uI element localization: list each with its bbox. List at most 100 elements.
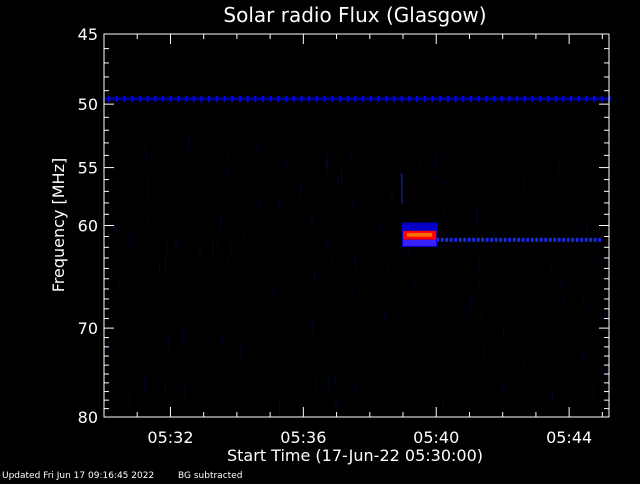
- background-noise-streak: [562, 297, 564, 308]
- background-noise-streak: [312, 319, 314, 333]
- background-noise-streak: [604, 313, 606, 321]
- interference-line-dot: [408, 95, 411, 102]
- interference-line-dot: [308, 95, 311, 102]
- background-noise-streak: [220, 214, 222, 230]
- burst-tail-dot: [517, 237, 521, 242]
- interference-line-dot: [554, 95, 557, 102]
- background-noise-streak: [144, 386, 146, 395]
- burst-tail-dot: [584, 237, 588, 242]
- burst-tail-dot: [463, 237, 467, 242]
- background-noise-streak: [391, 383, 393, 388]
- burst-tail-dot: [490, 237, 494, 242]
- burst-tail-dot: [472, 237, 476, 242]
- background-noise-streak: [222, 317, 224, 324]
- interference-line-dot: [416, 95, 418, 102]
- interference-line-dot: [300, 95, 303, 102]
- interference-line-dot: [585, 95, 588, 102]
- interference-line-dot: [108, 95, 110, 102]
- interference-line-dot: [577, 95, 580, 102]
- interference-line-dot: [262, 95, 264, 102]
- background-noise-streak: [593, 387, 594, 403]
- burst-tail-dot: [476, 237, 480, 242]
- interference-line-dot: [185, 95, 187, 102]
- interference-line-dot: [392, 95, 395, 102]
- background-noise-streak: [223, 336, 225, 343]
- x-axis-label: Start Time (17-Jun-22 05:30:00): [227, 446, 483, 465]
- burst-tail-dot: [557, 237, 561, 242]
- interference-line-dot: [346, 95, 349, 102]
- interference-line-dot: [362, 95, 365, 102]
- burst-tail-dot: [454, 237, 458, 242]
- background-noise-streak: [278, 197, 280, 212]
- x-tick-label: 05:36: [280, 428, 326, 447]
- interference-line-dot: [154, 95, 157, 102]
- x-tick-label: 05:44: [546, 428, 592, 447]
- x-tick-label: 05:32: [147, 428, 193, 447]
- background-noise-streak: [165, 255, 166, 273]
- background-noise-streak: [352, 196, 354, 210]
- background-noise-streak: [483, 347, 485, 359]
- background-noise-streak: [184, 385, 186, 398]
- interference-line-dot: [593, 95, 596, 102]
- background-noise-streak: [340, 168, 342, 184]
- burst-tail-dot: [553, 237, 557, 242]
- interference-line-dot: [115, 95, 118, 102]
- background-noise-streak: [437, 268, 439, 274]
- background-noise-streak: [588, 274, 590, 279]
- background-noise-streak: [313, 269, 315, 284]
- background-noise-streak: [387, 267, 388, 274]
- plot-area: [104, 34, 611, 417]
- background-noise-streak: [147, 191, 149, 198]
- background-noise-streak: [469, 294, 471, 313]
- background-noise-streak: [477, 226, 479, 244]
- background-noise-streak: [116, 222, 118, 232]
- background-noise-streak: [501, 383, 503, 396]
- interference-line-dot: [161, 95, 164, 102]
- background-noise-streak: [173, 178, 174, 183]
- burst-tail-dot: [503, 237, 507, 242]
- interference-line-dot: [600, 95, 603, 102]
- interference-line-dot: [454, 95, 457, 102]
- background-noise-streak: [384, 312, 386, 322]
- background-noise-streak: [370, 220, 372, 225]
- background-noise-streak: [331, 253, 333, 262]
- background-noise-streak: [328, 374, 330, 389]
- background-noise-streak: [466, 308, 468, 317]
- y-tick-label: 80: [78, 408, 98, 427]
- background-noise-streak: [503, 327, 504, 336]
- background-noise-streak: [442, 396, 444, 413]
- interference-line-dot: [292, 95, 295, 102]
- background-noise-streak: [227, 147, 229, 157]
- burst-tail-dot: [530, 237, 534, 242]
- background-noise-streak: [182, 327, 183, 341]
- background-noise-streak: [380, 224, 382, 231]
- axes: 05:32 05:36 05:40 05:44 45 50 55 60 70 80: [78, 25, 610, 447]
- burst-tail-dot: [521, 237, 525, 242]
- background-noise-streak: [561, 278, 563, 289]
- interference-line-dot: [123, 95, 126, 102]
- background-noise-streak: [399, 170, 401, 184]
- background-noise-streak: [354, 253, 356, 270]
- burst-tail-dot: [512, 237, 516, 242]
- y-tick-label: 50: [78, 95, 98, 114]
- background-noise-streak: [104, 267, 106, 278]
- background-noise-streak: [230, 243, 232, 255]
- background-noise-streak: [130, 234, 132, 246]
- interference-line-dot: [431, 95, 434, 102]
- background-noise-streak: [556, 206, 558, 211]
- background-note: BG subtracted: [178, 471, 242, 480]
- burst-tail-dot: [539, 237, 543, 242]
- background-noise-streak: [550, 262, 552, 270]
- background-noise-streak: [335, 398, 337, 415]
- interference-line-dot: [138, 95, 141, 102]
- burst-tail-dot: [548, 237, 552, 242]
- background-noise-streak: [164, 379, 166, 393]
- background-noise-streak: [540, 254, 542, 260]
- burst-tail-dot: [440, 237, 444, 242]
- burst-tail-dot: [575, 237, 579, 242]
- background-noise-streak: [551, 392, 553, 403]
- background-noise-streak: [118, 280, 120, 289]
- background-noise-streak: [145, 152, 147, 160]
- burst-tail-dot: [499, 237, 503, 242]
- background-noise-streak: [337, 176, 339, 188]
